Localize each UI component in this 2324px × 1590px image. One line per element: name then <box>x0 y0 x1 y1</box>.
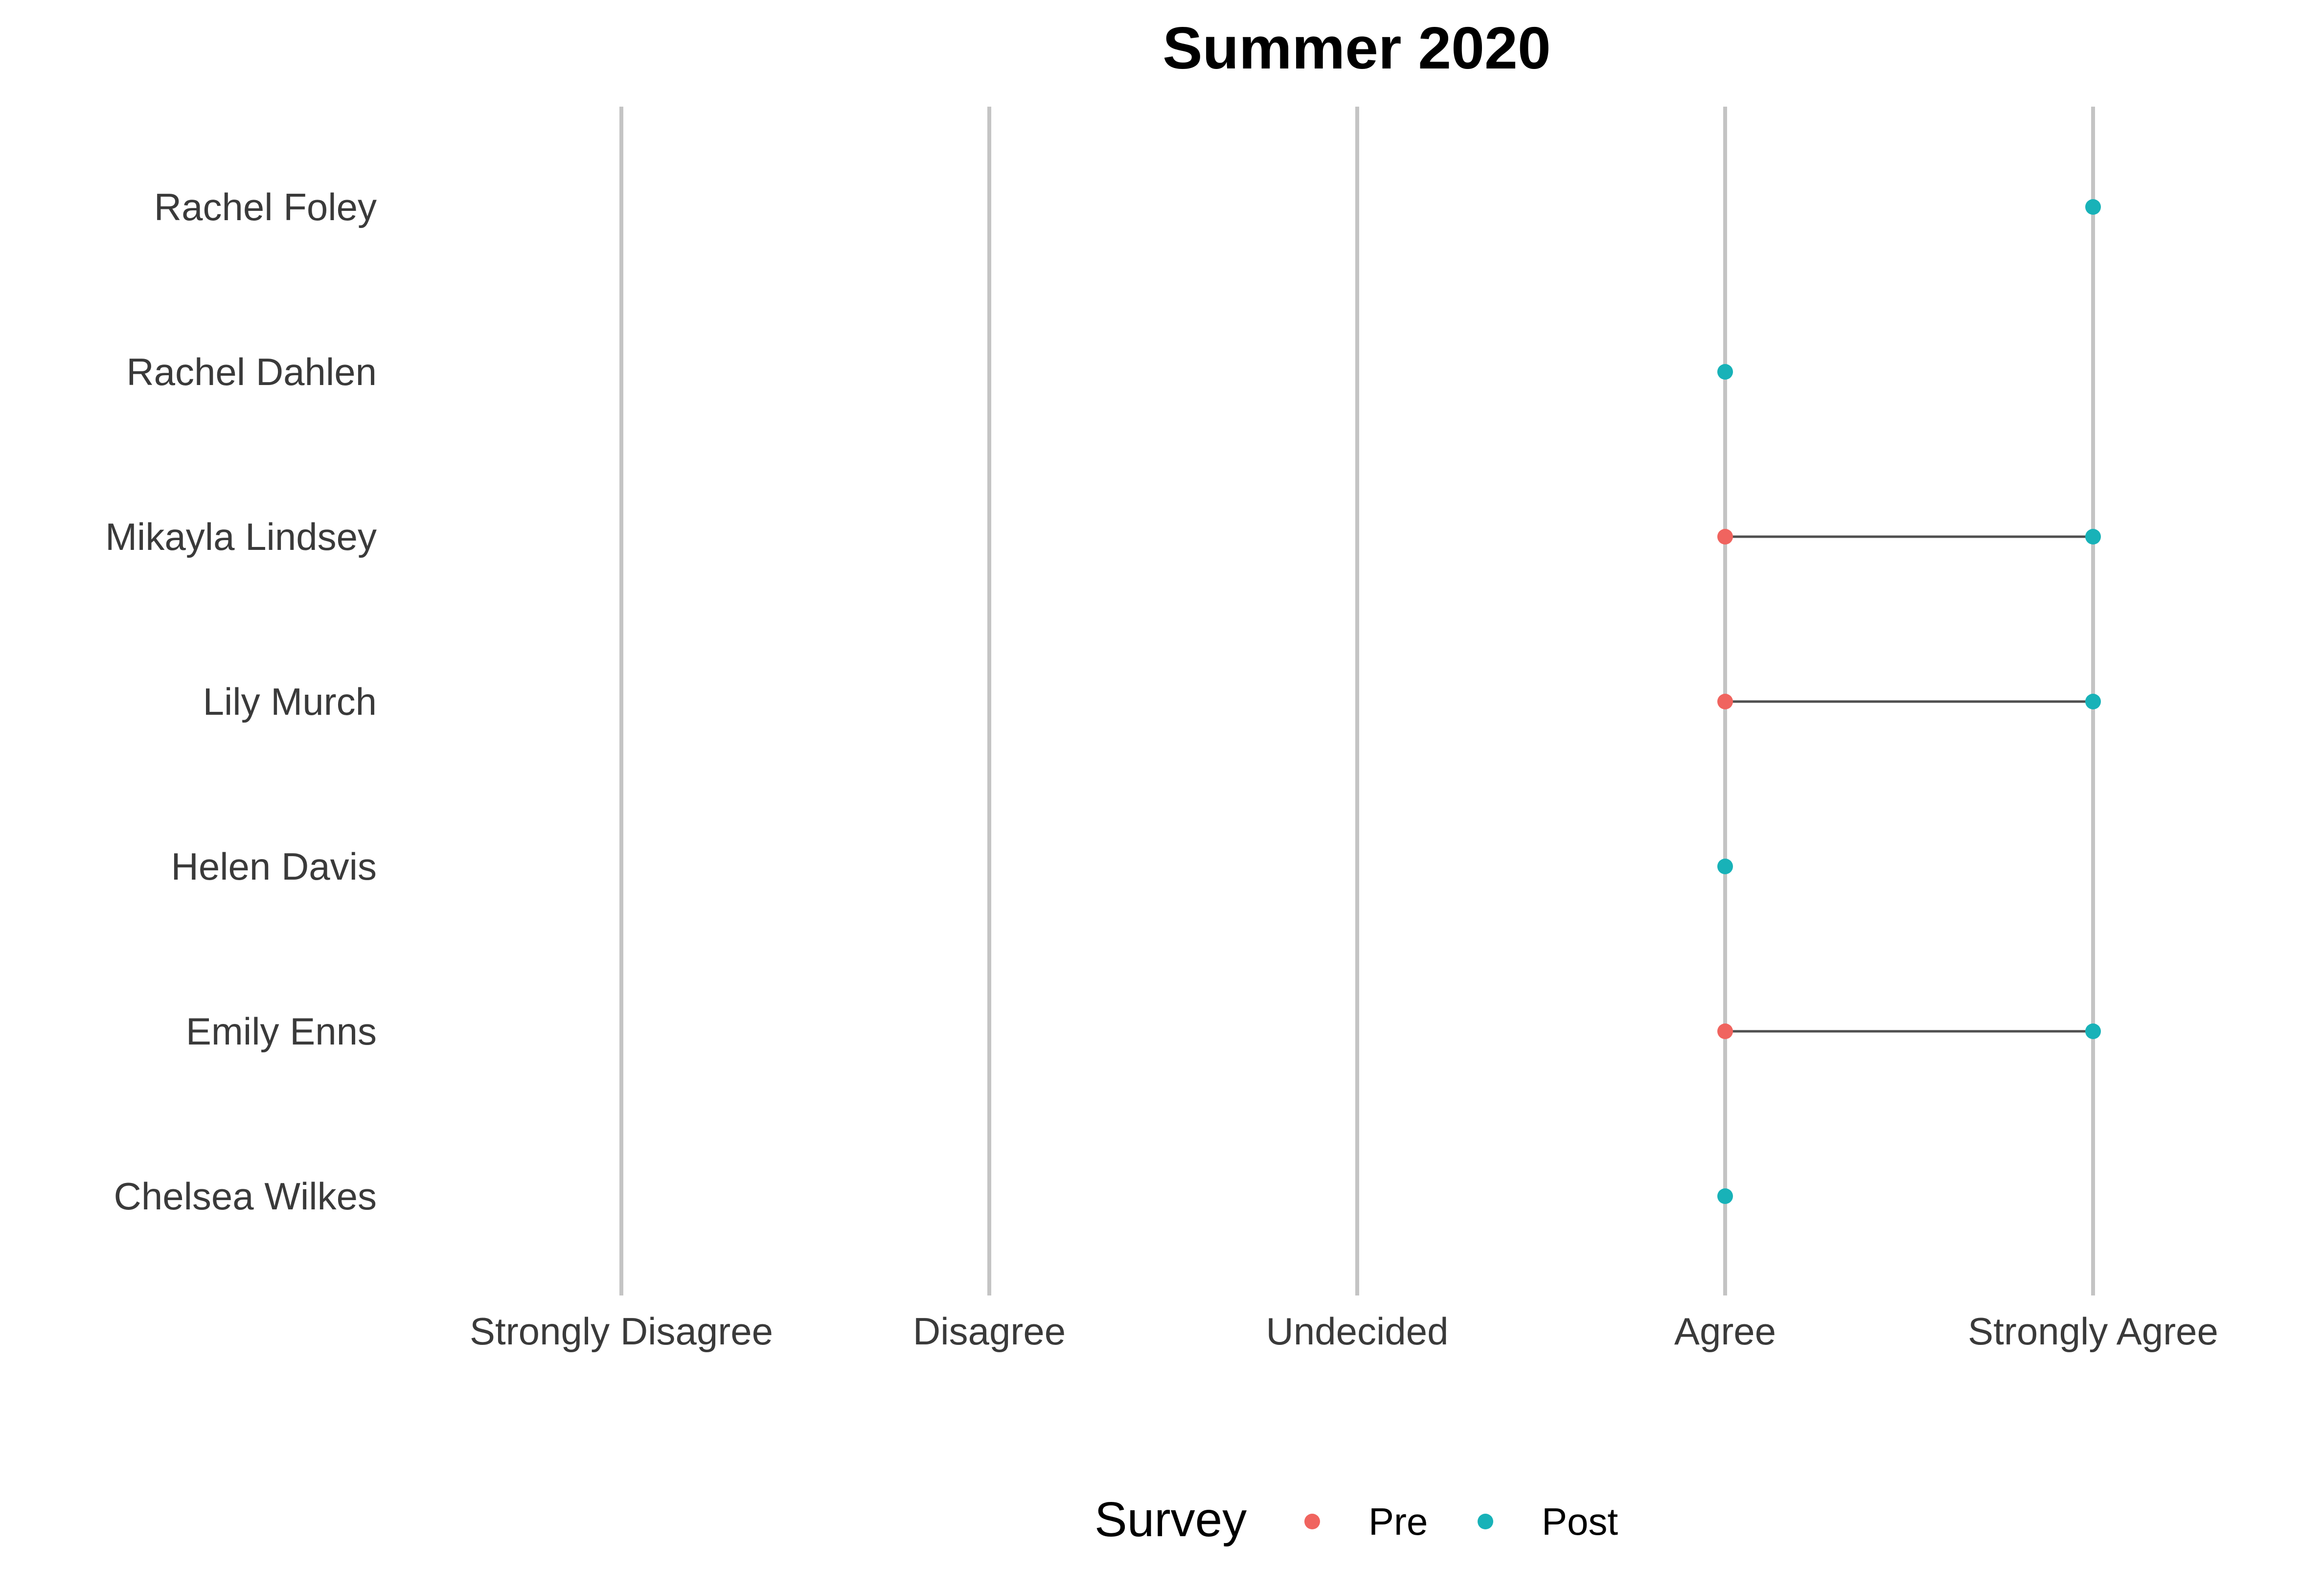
point-post <box>2085 199 2101 215</box>
point-post <box>1717 364 1733 380</box>
data-points <box>1717 199 2101 1204</box>
y-axis-ticks: Rachel Foley Rachel Dahlen Mikayla Lindsey… <box>105 185 377 1218</box>
point-pre <box>1717 694 1733 709</box>
x-tick-label: Undecided <box>1266 1310 1449 1353</box>
legend-marker-post <box>1478 1514 1493 1529</box>
legend: Survey Pre Post <box>1094 1492 1618 1547</box>
point-post <box>2085 694 2101 709</box>
legend-marker-pre <box>1304 1514 1320 1529</box>
legend-label-post: Post <box>1542 1500 1618 1543</box>
y-tick-label: Rachel Dahlen <box>126 350 377 393</box>
legend-label-pre: Pre <box>1368 1500 1428 1543</box>
point-post <box>1717 1188 1733 1204</box>
x-tick-label: Strongly Disagree <box>470 1310 773 1353</box>
point-pre <box>1717 529 1733 545</box>
x-tick-label: Agree <box>1674 1310 1776 1353</box>
point-post <box>2085 529 2101 545</box>
y-tick-label: Mikayla Lindsey <box>105 515 377 558</box>
y-tick-label: Helen Davis <box>171 845 377 888</box>
x-tick-label: Strongly Agree <box>1968 1310 2218 1353</box>
point-post <box>1717 859 1733 874</box>
chart-title: Summer 2020 <box>1162 15 1550 81</box>
y-tick-label: Lily Murch <box>203 680 377 723</box>
y-tick-label: Chelsea Wilkes <box>114 1175 377 1218</box>
point-pre <box>1717 1023 1733 1039</box>
x-axis-ticks: Strongly Disagree Disagree Undecided Agree S… <box>470 1310 2218 1353</box>
y-tick-label: Rachel Foley <box>154 185 377 228</box>
connectors <box>1725 535 2093 1033</box>
legend-title: Survey <box>1094 1492 1247 1547</box>
point-post <box>2085 1023 2101 1039</box>
y-tick-label: Emily Enns <box>186 1010 377 1053</box>
x-tick-label: Disagree <box>913 1310 1066 1353</box>
